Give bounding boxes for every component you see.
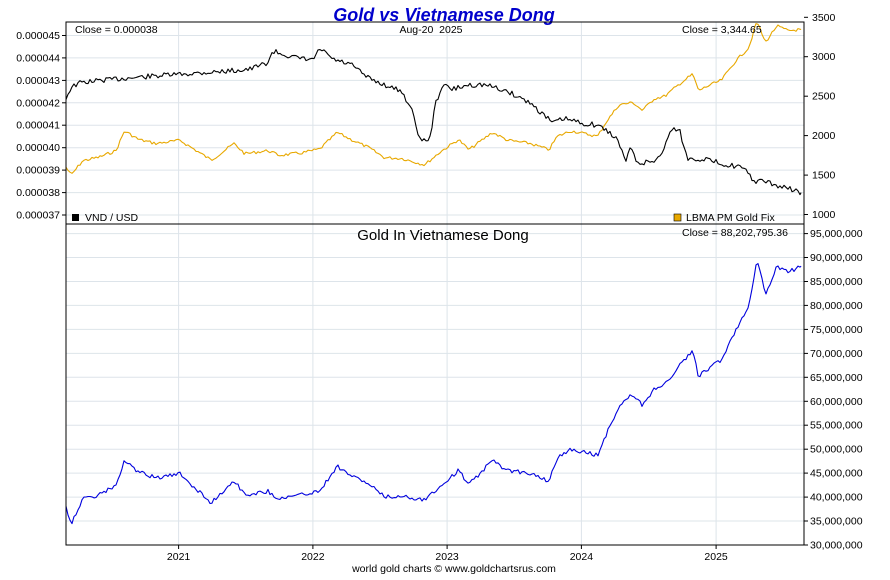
right-tick-label: 3500 [812, 12, 836, 24]
left-tick-label: 0.000043 [16, 75, 60, 87]
bottom-panel-series [65, 263, 802, 525]
right-tick-label: 1500 [812, 170, 836, 182]
top-panel-gridlines [66, 22, 804, 224]
top-date-label: Aug-20 2025 [399, 24, 462, 36]
bottom-tick-label: 50,000,000 [810, 444, 863, 456]
bottom-panel-title: Gold In Vietnamese Dong [357, 227, 529, 244]
x-tick-label: 2025 [704, 551, 728, 563]
bottom-right-axis-ticks: 30,000,000 35,000,000 40,000,000 45,000,000… [804, 228, 863, 552]
bottom-tick-label: 45,000,000 [810, 468, 863, 480]
bottom-tick-label: 75,000,000 [810, 324, 863, 336]
bottom-close-label: Close = 88,202,795.36 [682, 227, 788, 239]
legend-swatch-gold-fix [673, 213, 682, 222]
top-right-close-label: Close = 3,344.65 [682, 24, 762, 36]
top-left-close-label: Close = 0.000038 [75, 24, 158, 36]
top-left-axis-ticks: 0.000037 0.000038 0.000039 0.000040 0.000041… [16, 30, 66, 222]
bottom-tick-label: 95,000,000 [810, 228, 863, 240]
bottom-panel-frame [65, 223, 805, 546]
left-tick-label: 0.000037 [16, 210, 60, 222]
x-axis-ticks: 2021 2022 2023 2024 2025 [167, 545, 728, 563]
left-tick-label: 0.000045 [16, 30, 60, 42]
bottom-tick-label: 85,000,000 [810, 276, 863, 288]
bottom-tick-label: 35,000,000 [810, 516, 863, 528]
bottom-tick-label: 55,000,000 [810, 420, 863, 432]
gold-usd-line [65, 23, 802, 174]
right-tick-label: 3000 [812, 51, 836, 63]
left-tick-label: 0.000044 [16, 52, 60, 64]
bottom-tick-label: 65,000,000 [810, 372, 863, 384]
right-tick-label: 2500 [812, 91, 836, 103]
bottom-tick-label: 70,000,000 [810, 348, 863, 360]
x-tick-label: 2021 [167, 551, 191, 563]
bottom-tick-label: 80,000,000 [810, 300, 863, 312]
left-tick-label: 0.000041 [16, 120, 60, 132]
left-tick-label: 0.000038 [16, 187, 60, 199]
vnd-usd-line [65, 49, 802, 196]
bottom-tick-label: 30,000,000 [810, 540, 863, 552]
top-panel-frame [65, 21, 805, 225]
bottom-tick-label: 60,000,000 [810, 396, 863, 408]
legend-label-vnd-usd: VND / USD [85, 212, 139, 224]
bottom-tick-label: 40,000,000 [810, 492, 863, 504]
x-tick-label: 2022 [301, 551, 325, 563]
x-tick-label: 2023 [435, 551, 459, 563]
left-tick-label: 0.000040 [16, 142, 60, 154]
legend-label-gold-fix: LBMA PM Gold Fix [686, 212, 775, 224]
legend-swatch-vnd-usd [72, 214, 79, 221]
top-panel-series [65, 23, 802, 196]
right-tick-label: 2000 [812, 130, 836, 142]
left-tick-label: 0.000039 [16, 165, 60, 177]
top-right-axis-ticks: 1000 1500 2000 2500 3000 3500 [804, 12, 836, 221]
right-tick-label: 1000 [812, 209, 836, 221]
bottom-panel-gridlines [66, 224, 804, 546]
left-tick-label: 0.000042 [16, 97, 60, 109]
footer-credit: world gold charts © www.goldchartsrus.co… [351, 563, 556, 575]
x-tick-label: 2024 [570, 551, 594, 563]
gold-vnd-line [65, 263, 802, 525]
chart-title: Gold vs Vietnamese Dong [333, 5, 554, 25]
bottom-tick-label: 90,000,000 [810, 252, 863, 264]
